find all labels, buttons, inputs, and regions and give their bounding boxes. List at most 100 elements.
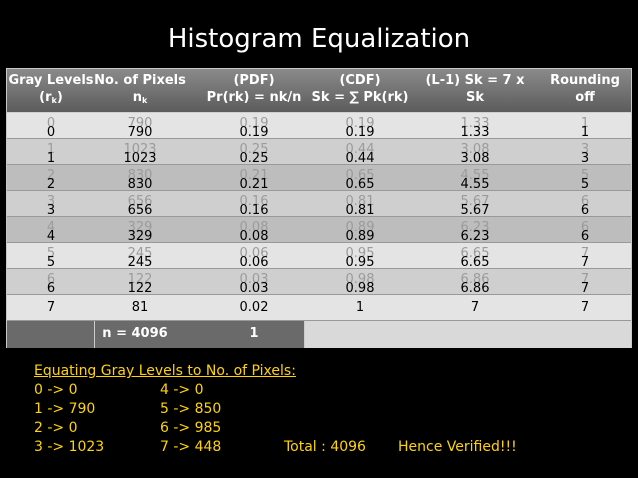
table-cell: 81 (131, 300, 149, 315)
ghost-cell: 1 (580, 116, 590, 131)
ghost-cell: 6.86 (460, 272, 490, 287)
table-cell: 7 (580, 281, 590, 296)
total-pixels: n = 4096 (102, 326, 168, 341)
table-cell: 0.95 (345, 255, 375, 270)
table-cell: 7 (46, 300, 56, 315)
ghost-cell: 6.65 (460, 246, 490, 261)
table-header: Gray Levels (rk) No. of Pixels nk (PDF) Pr(rk… (7, 69, 631, 113)
table-cell: 4 (46, 229, 56, 244)
table-cell: 0.21 (239, 177, 269, 192)
notes-line: 2 -> 0 6 -> 985 (34, 420, 222, 436)
equating-notes: Equating Gray Levels to No. of Pixels: 0… (34, 362, 634, 457)
ghost-cell: 0.19 (239, 116, 269, 131)
table-cell: 0.06 (239, 255, 269, 270)
notes-line: 0 -> 0 4 -> 0 (34, 382, 204, 398)
table-cell: 1 (580, 125, 590, 140)
table-cell: 6.23 (460, 229, 490, 244)
ghost-cell: 790 (127, 116, 153, 131)
table-cell: 7 (470, 300, 480, 315)
table-cell: 329 (127, 229, 153, 244)
table-cell: 0 (46, 125, 56, 140)
ghost-cell: 0.08 (239, 220, 269, 235)
table-row: 5 5 245 245 0.06 0.06 0.95 0.95 6.65 6.65 7 7 (7, 243, 631, 270)
column-header: (L-1) Sk = 7 x Sk (425, 73, 525, 105)
ghost-cell: 245 (127, 246, 153, 261)
table-cell: 656 (127, 203, 153, 218)
table-cell: 2 (46, 177, 56, 192)
ghost-cell: 0.65 (345, 168, 375, 183)
ghost-cell: 0.81 (345, 194, 375, 209)
table-cell: 6.65 (460, 255, 490, 270)
ghost-cell: 4 (46, 220, 56, 235)
ghost-cell: 3 (580, 142, 590, 157)
table-cell: 1 (46, 151, 56, 166)
ghost-cell: 0.89 (345, 220, 375, 235)
table-cell: 245 (127, 255, 153, 270)
notes-line: 1 -> 790 5 -> 850 (34, 401, 222, 417)
ghost-cell: 3 (46, 194, 56, 209)
table-cell: 4.55 (460, 177, 490, 192)
table-cell: 0.08 (239, 229, 269, 244)
table-row: 2 2 830 830 0.21 0.21 0.65 0.65 4.55 4.55 5 5 (7, 165, 631, 192)
ghost-cell: 3.08 (460, 142, 490, 157)
ghost-cell: 1 (46, 142, 56, 157)
table-cell: 0.89 (345, 229, 375, 244)
ghost-cell: 4.55 (460, 168, 490, 183)
table-cell: 0.81 (345, 203, 375, 218)
column-header: (CDF) Sk = ∑ Pk(rk) (311, 73, 409, 105)
ghost-cell: 0.44 (345, 142, 375, 157)
table-cell: 3 (580, 151, 590, 166)
ghost-cell: 0.19 (345, 116, 375, 131)
table-cell: 5.67 (460, 203, 490, 218)
table-cell: 830 (127, 177, 153, 192)
ghost-cell: 0.25 (239, 142, 269, 157)
ghost-cell: 0 (46, 116, 56, 131)
total-text: Total : 4096 (284, 439, 366, 455)
equalization-table: Gray Levels (rk) No. of Pixels nk (PDF) Pr(rk… (6, 68, 632, 348)
ghost-cell: 0.21 (239, 168, 269, 183)
table-cell: 5 (580, 177, 590, 192)
table-cell: 0.98 (345, 281, 375, 296)
table-cell: 0.19 (239, 125, 269, 140)
ghost-cell: 830 (127, 168, 153, 183)
ghost-cell: 1023 (123, 142, 157, 157)
table-cell: 0.25 (239, 151, 269, 166)
table-cell: 0.44 (345, 151, 375, 166)
table-cell: 1.33 (460, 125, 490, 140)
ghost-cell: 329 (127, 220, 153, 235)
table-cell: 0.65 (345, 177, 375, 192)
table-cell: 0.16 (239, 203, 269, 218)
table-cell: 6 (580, 229, 590, 244)
ghost-cell: 0.98 (345, 272, 375, 287)
ghost-cell: 7 (580, 246, 590, 261)
ghost-cell: 5 (46, 246, 56, 261)
ghost-cell: 0.95 (345, 246, 375, 261)
table-cell: 122 (127, 281, 153, 296)
ghost-cell: 7 (580, 272, 590, 287)
table-cell: 1 (355, 300, 365, 315)
ghost-cell: 5 (580, 168, 590, 183)
table-row: 3 3 656 656 0.16 0.16 0.81 0.81 5.67 5.67 6 6 (7, 191, 631, 218)
ghost-cell: 6 (580, 220, 590, 235)
ghost-cell: 122 (127, 272, 153, 287)
table-row: 4 4 329 329 0.08 0.08 0.89 0.89 6.23 6.23 6 6 (7, 217, 631, 244)
ghost-cell: 0.03 (239, 272, 269, 287)
table-cell: 6 (580, 203, 590, 218)
table-cell: 7 (580, 300, 590, 315)
ghost-cell: 2 (46, 168, 56, 183)
table-cell: 1023 (123, 151, 157, 166)
ghost-cell: 1.33 (460, 116, 490, 131)
table-cell: 6 (46, 281, 56, 296)
verified-text: Hence Verified!!! (398, 439, 517, 455)
ghost-cell: 6 (46, 272, 56, 287)
notes-heading: Equating Gray Levels to No. of Pixels: (34, 363, 296, 379)
ghost-cell: 0.06 (239, 246, 269, 261)
table-cell: 5 (46, 255, 56, 270)
notes-line: 3 -> 1023 7 -> 448 Total : 4096 Hence Ve… (34, 439, 517, 455)
totals-row: n = 4096 1 (7, 321, 631, 348)
table-cell: 0.03 (239, 281, 269, 296)
ghost-cell: 6.23 (460, 220, 490, 235)
ghost-cell: 6 (580, 194, 590, 209)
table-cell: 3.08 (460, 151, 490, 166)
ghost-cell: 656 (127, 194, 153, 209)
